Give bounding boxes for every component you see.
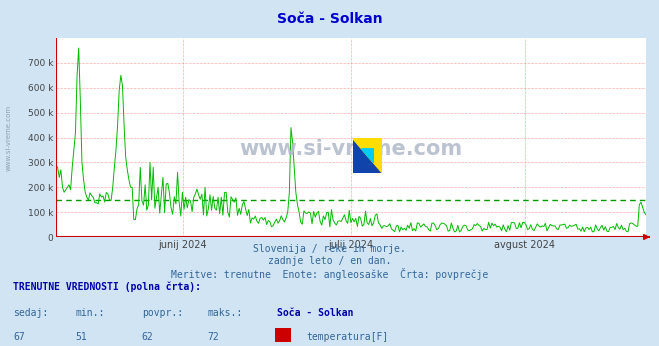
Text: 72: 72: [208, 332, 219, 342]
Text: 62: 62: [142, 332, 154, 342]
Text: povpr.:: povpr.:: [142, 308, 183, 318]
Text: Meritve: trenutne  Enote: angleosaške  Črta: povprečje: Meritve: trenutne Enote: angleosaške Črt…: [171, 268, 488, 280]
Text: zadnje leto / en dan.: zadnje leto / en dan.: [268, 256, 391, 266]
Polygon shape: [353, 138, 382, 173]
Text: TRENUTNE VREDNOSTI (polna črta):: TRENUTNE VREDNOSTI (polna črta):: [13, 282, 201, 292]
Text: Soča - Solkan: Soča - Solkan: [277, 308, 353, 318]
Text: 51: 51: [76, 332, 88, 342]
Text: temperatura[F]: temperatura[F]: [306, 332, 389, 342]
Polygon shape: [353, 138, 382, 173]
Text: Soča - Solkan: Soča - Solkan: [277, 12, 382, 26]
Text: Slovenija / reke in morje.: Slovenija / reke in morje.: [253, 244, 406, 254]
Text: maks.:: maks.:: [208, 308, 243, 318]
Polygon shape: [361, 149, 373, 163]
Text: www.si-vreme.com: www.si-vreme.com: [239, 139, 463, 160]
Text: 67: 67: [13, 332, 25, 342]
Text: min.:: min.:: [76, 308, 105, 318]
Text: sedaj:: sedaj:: [13, 308, 48, 318]
Text: www.si-vreme.com: www.si-vreme.com: [5, 105, 11, 172]
